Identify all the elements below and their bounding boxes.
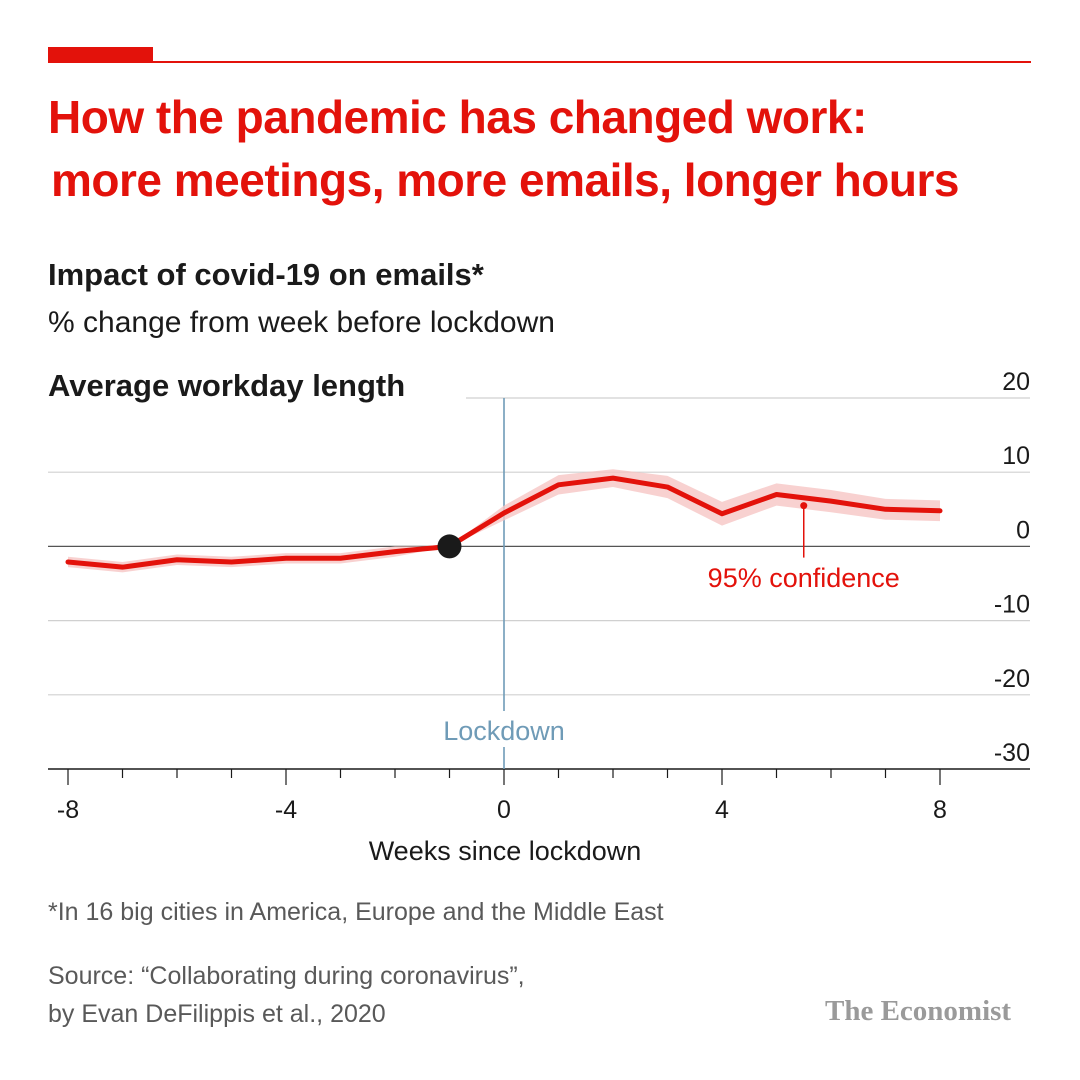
y-tick-label-0: 0 xyxy=(1016,516,1030,544)
footnote: *In 16 big cities in America, Europe and… xyxy=(48,898,664,926)
source: Source: “Collaborating during coronaviru… xyxy=(48,957,525,1033)
chart-subtitle: Impact of covid-19 on emails* xyxy=(48,257,484,292)
chart-unit-label: % change from week before lockdown xyxy=(48,306,555,339)
headline: How the pandemic has changed work: more … xyxy=(48,86,1038,212)
header-accent-tag xyxy=(48,47,153,62)
x-tick-label-4: 4 xyxy=(715,796,729,824)
x-axis-label: Weeks since lockdown xyxy=(369,836,642,866)
y-tick-label--20: -20 xyxy=(994,665,1030,693)
y-tick-label-20: 20 xyxy=(1002,368,1030,396)
y-tick-label--10: -10 xyxy=(994,591,1030,619)
y-tick-label-10: 10 xyxy=(1002,442,1030,470)
x-tick-label-8: 8 xyxy=(933,796,947,824)
x-tick-label--4: -4 xyxy=(275,796,297,824)
header-rule xyxy=(48,61,1031,63)
source-line-2: by Evan DeFilippis et al., 2020 xyxy=(48,1000,386,1028)
x-tick-label-0: 0 xyxy=(497,796,511,824)
x-tick-label--8: -8 xyxy=(57,796,79,824)
lockdown-label: Lockdown xyxy=(443,716,565,746)
line-chart: Average workday length 20 10 0 -10 -20 -30 -8 -4… xyxy=(48,368,1030,866)
series-line xyxy=(65,475,943,570)
baseline-point xyxy=(437,534,462,559)
economist-logo: The Economist xyxy=(825,995,1012,1027)
confidence-label: 95% confidence xyxy=(708,563,900,593)
headline-line-1: How the pandemic has changed work: xyxy=(48,91,867,143)
chart-title: Average workday length xyxy=(48,368,405,403)
headline-line-2: more meetings, more emails, longer hours xyxy=(51,154,959,206)
source-line-1: Source: “Collaborating during coronaviru… xyxy=(48,962,525,990)
y-tick-label--30: -30 xyxy=(994,739,1030,767)
